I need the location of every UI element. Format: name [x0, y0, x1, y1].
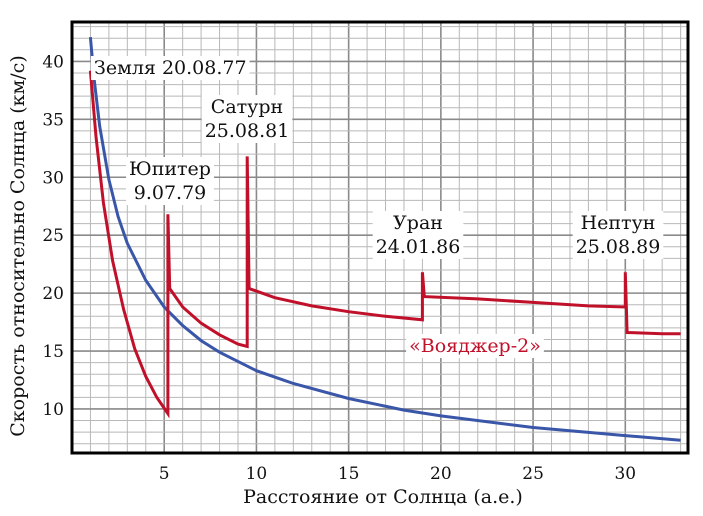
annotation-saturn: Сатурн 25.08.81 — [201, 95, 293, 143]
y-tick-label: 15 — [42, 342, 64, 362]
y-axis-ticks: 10 15 20 25 30 35 40 — [42, 52, 64, 420]
annotation-saturn-date: 25.08.81 — [205, 120, 290, 142]
annotation-saturn-name: Сатурн — [211, 96, 283, 118]
annotations: Земля 20.08.77 Юпитер 9.07.79 Сатурн 25.… — [91, 56, 664, 358]
legend-bg — [406, 334, 544, 358]
annotation-neptune-bg — [572, 211, 664, 259]
annotation-neptune-date: 25.08.89 — [576, 236, 661, 258]
annotation-earth-bg — [91, 56, 250, 80]
y-axis-title: Скорость относительно Солнца (км/с) — [7, 55, 29, 436]
y-tick-label: 40 — [42, 52, 64, 72]
annotation-uranus-name: Уран — [393, 212, 443, 234]
annotation-jupiter-date: 9.07.79 — [134, 182, 207, 204]
annotation-jupiter: Юпитер 9.07.79 — [126, 157, 214, 205]
annotation-neptune-name: Нептун — [581, 212, 656, 234]
series-group — [88, 36, 681, 442]
annotation-earth-text: Земля 20.08.77 — [94, 57, 247, 79]
x-tick-label: 15 — [338, 464, 360, 484]
x-tick-label: 5 — [159, 464, 170, 484]
legend: «Вояджер-2» — [406, 334, 544, 358]
annotation-saturn-bg — [201, 95, 293, 143]
annotation-jupiter-name: Юпитер — [129, 158, 211, 180]
x-tick-label: 25 — [522, 464, 544, 484]
x-tick-label: 10 — [246, 464, 268, 484]
x-tick-label: 30 — [614, 464, 636, 484]
annotation-neptune: Нептун 25.08.89 — [572, 211, 664, 259]
y-tick-label: 25 — [42, 226, 64, 246]
x-tick-label: 20 — [430, 464, 452, 484]
x-axis-title: Расстояние от Солнца (а.е.) — [243, 486, 523, 508]
series-line-voyager-2 — [88, 70, 681, 419]
annotation-uranus-date: 24.01.86 — [376, 236, 461, 258]
annotation-earth: Земля 20.08.77 — [91, 56, 250, 80]
annotation-uranus: Уран 24.01.86 — [372, 211, 464, 259]
series-line-escape-velocity — [88, 36, 681, 442]
y-tick-label: 10 — [42, 400, 64, 420]
annotation-uranus-bg — [372, 211, 464, 259]
annotation-jupiter-bg — [126, 157, 214, 205]
legend-voyager-2: «Вояджер-2» — [409, 335, 541, 357]
y-tick-label: 35 — [42, 110, 64, 130]
y-tick-label: 30 — [42, 168, 64, 188]
y-tick-label: 20 — [42, 284, 64, 304]
plot-frame — [70, 20, 690, 455]
x-axis-ticks: 5 10 15 20 25 30 — [159, 464, 636, 484]
